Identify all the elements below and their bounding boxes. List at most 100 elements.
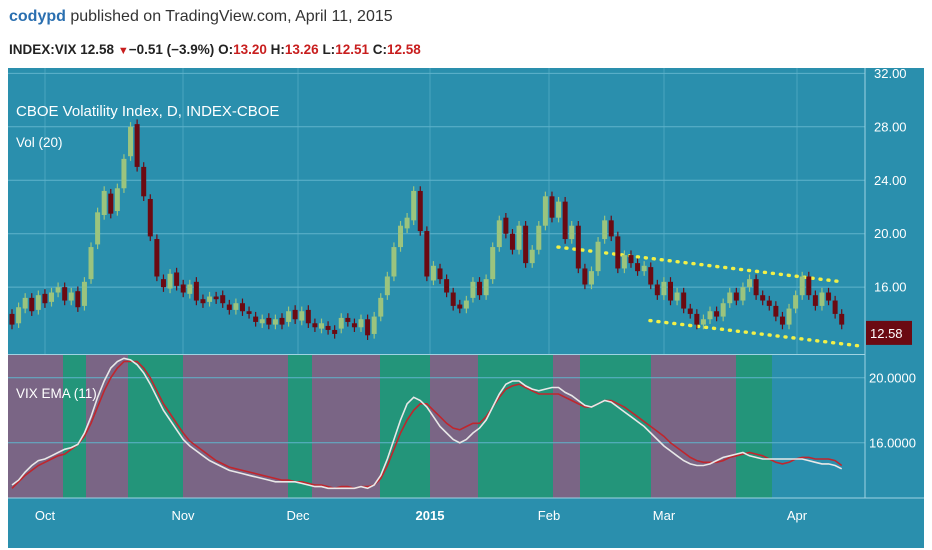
ema-band [736, 355, 772, 498]
candle-body [483, 279, 489, 296]
price-tick-label: 32.00 [874, 68, 907, 81]
candle-body [141, 166, 147, 197]
candle-body [641, 265, 647, 272]
candle-body [101, 190, 107, 216]
candle-body [773, 305, 779, 317]
candle-body [226, 304, 232, 310]
candle-body [529, 249, 535, 264]
candle-body [220, 295, 226, 304]
candle-body [345, 317, 351, 322]
candle-body [147, 198, 153, 237]
candle-body [720, 303, 726, 317]
candle-body [786, 308, 792, 325]
candle-body [826, 292, 832, 301]
candle-body [793, 295, 799, 309]
candle-body [707, 311, 713, 320]
ema-band [183, 355, 288, 498]
time-tick-label: Nov [171, 508, 195, 523]
candle-body [108, 193, 114, 214]
candle-body [799, 276, 805, 296]
candle-body [49, 292, 55, 302]
time-tick-label: Dec [286, 508, 310, 523]
candle-body [444, 279, 450, 293]
time-tick-label: Oct [35, 508, 56, 523]
trendlines [556, 245, 862, 348]
volume-indicator-label: Vol (20) [16, 135, 63, 150]
low-label: L: [322, 42, 336, 57]
candle-body [318, 323, 324, 329]
candle-body [457, 304, 463, 309]
candle-body [29, 297, 35, 312]
candle-body [16, 307, 22, 324]
open-value: 13.20 [233, 42, 267, 57]
time-tick-label: Apr [787, 508, 808, 523]
candle-body [595, 241, 601, 272]
candle-body [88, 247, 94, 280]
ema-band [651, 355, 736, 498]
candle-body [674, 292, 680, 301]
ema-band [288, 355, 312, 498]
candle-body [470, 281, 476, 298]
candle-body [279, 317, 285, 325]
candle-body [272, 319, 278, 325]
ema-band [86, 355, 128, 498]
candle-body [305, 309, 311, 324]
candle-body [661, 281, 667, 296]
candle-body [832, 300, 838, 314]
candle-body [259, 319, 265, 324]
candle-body [503, 217, 509, 234]
candle-body [239, 303, 245, 312]
candle-body [378, 297, 384, 317]
candle-body [75, 291, 81, 308]
candle-body [424, 231, 430, 277]
candle-body [62, 287, 68, 301]
chart-header: codypd published on TradingView.com, Apr… [0, 0, 932, 68]
candle-body [55, 287, 61, 293]
candle-body [602, 220, 608, 240]
candle-body [615, 236, 621, 269]
candle-body [766, 300, 772, 306]
candle-body [549, 196, 555, 218]
chart-svg[interactable]: 32.0028.0024.0020.0016.0020.000016.0000 … [0, 68, 932, 550]
price-tick-label: 20.00 [874, 226, 907, 241]
candle-body [187, 284, 193, 294]
candle-body [463, 300, 469, 309]
candle-body [490, 247, 496, 280]
high-label: H: [270, 42, 285, 57]
candle-body [700, 319, 706, 325]
candle-body [760, 295, 766, 301]
candle-body [233, 303, 239, 310]
candle-body [740, 287, 746, 301]
upper-trendline [556, 245, 844, 284]
ema-red-line [11, 360, 843, 490]
candle-body [437, 268, 443, 280]
price-tick-label: 16.00 [874, 280, 907, 295]
publish-text: published on TradingView.com, April 11, … [70, 8, 393, 25]
candle-body [694, 313, 700, 325]
candle-body [819, 292, 825, 306]
candle-body [68, 292, 74, 301]
candle-body [806, 276, 812, 296]
candles [9, 119, 845, 340]
candle-body [747, 279, 753, 288]
candle-body [569, 225, 575, 240]
price-chart-title: CBOE Volatility Index, D, INDEX-CBOE [16, 103, 279, 120]
author-link[interactable]: codypd [9, 8, 66, 25]
candle-body [398, 225, 404, 248]
time-axis [8, 498, 924, 548]
candle-body [200, 299, 206, 304]
ema-indicator-label: VIX EMA (11) [16, 386, 97, 401]
last-price-text: 12.58 [870, 326, 903, 341]
candle-body [22, 297, 28, 309]
candle-body [542, 196, 548, 226]
y-tick-labels: 32.00 28.00 24.00 20.00 16.00 20.0000 16.0000 [869, 68, 916, 450]
candle-body [733, 292, 739, 301]
candle-body [332, 329, 338, 334]
last-price-box [866, 320, 912, 345]
candle-body [207, 296, 213, 302]
candle-body [167, 273, 173, 289]
candle-body [681, 292, 687, 309]
last-price-label: 12.58 [866, 320, 912, 345]
candle-body [496, 220, 502, 248]
ema-tick-label: 16.0000 [869, 435, 916, 450]
